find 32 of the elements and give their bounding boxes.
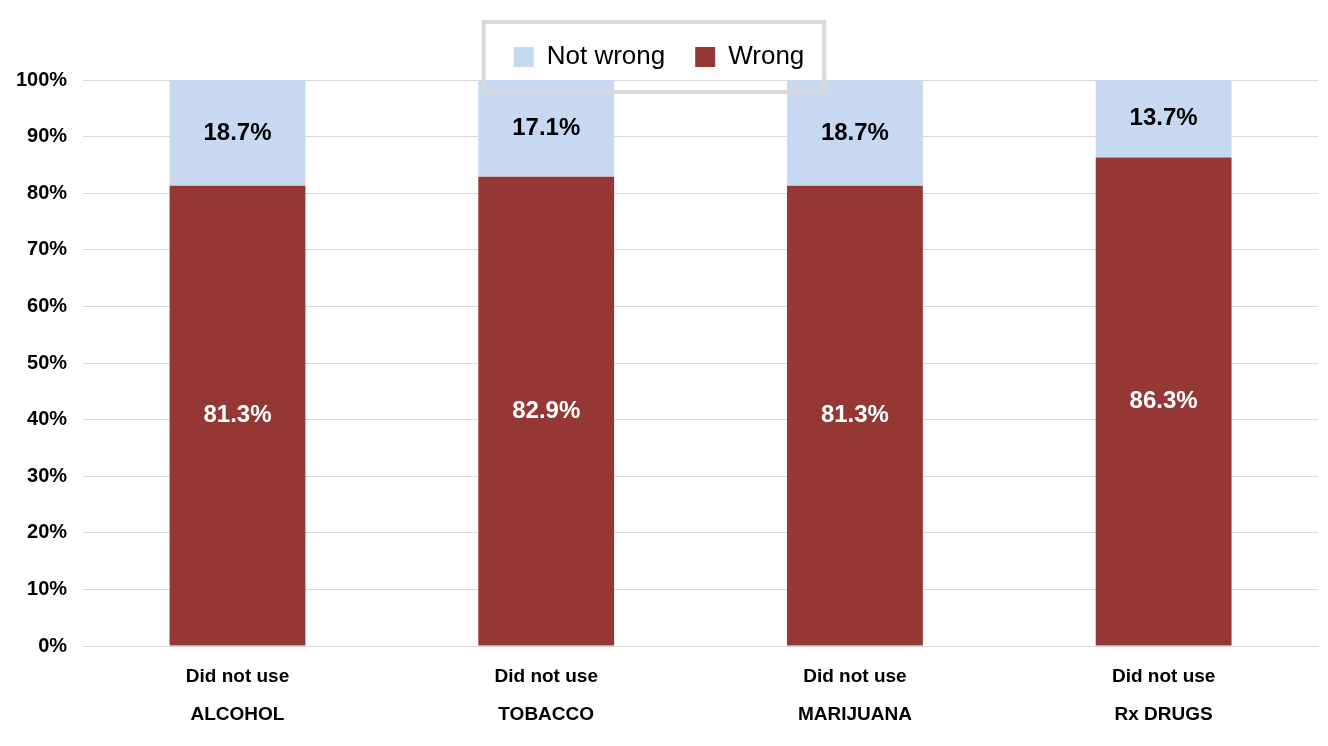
legend-label: Wrong: [728, 40, 805, 71]
y-tick-label: 40%: [27, 407, 68, 430]
bar: [787, 80, 923, 186]
y-tick-label: 100%: [16, 67, 68, 90]
bar: [169, 185, 306, 646]
x-tick-label: Did not use TOBACCO: [494, 665, 598, 725]
bar: [787, 185, 923, 646]
legend-label: Not wrong: [546, 40, 666, 71]
data-label: 82.9%: [512, 395, 581, 423]
data-label: 81.3%: [820, 400, 889, 428]
y-tick-label: 10%: [27, 576, 68, 599]
x-tick-label: Did not use MARIJUANA: [797, 665, 913, 725]
y-tick-label: 30%: [27, 463, 68, 486]
y-tick-label: 90%: [27, 124, 68, 147]
y-tick-label: 0%: [38, 633, 68, 656]
data-label: 17.1%: [512, 113, 581, 141]
data-label: 18.7%: [820, 117, 889, 145]
y-tick-label: 20%: [27, 520, 68, 543]
data-label: 13.7%: [1129, 103, 1198, 131]
bar: [1095, 157, 1232, 646]
bar: [169, 80, 306, 186]
y-tick-label: 80%: [27, 180, 68, 203]
data-label: 86.3%: [1129, 386, 1198, 414]
y-tick-label: 60%: [27, 293, 68, 316]
bar: [1095, 80, 1232, 158]
x-tick-label: Did not use ALCOHOL: [185, 665, 290, 725]
bar: [478, 176, 615, 646]
x-tick-label: Did not use Rx DRUGS: [1111, 665, 1216, 725]
data-label: 81.3%: [203, 400, 272, 428]
y-tick-label: 50%: [27, 350, 68, 373]
data-label: 18.7%: [203, 117, 272, 145]
y-tick-label: 70%: [27, 237, 68, 260]
